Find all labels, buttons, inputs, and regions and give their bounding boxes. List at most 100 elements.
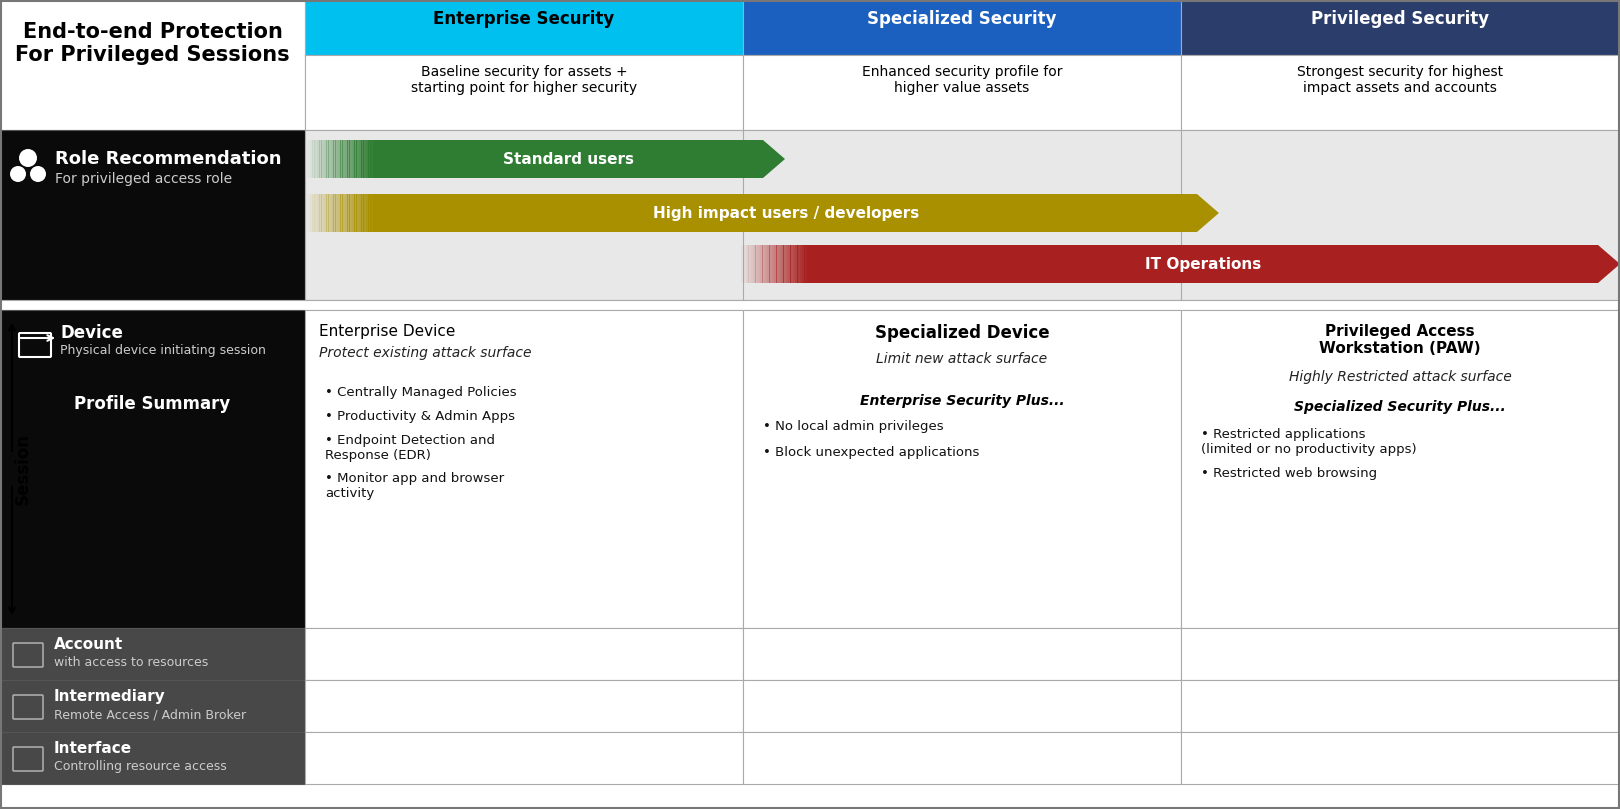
Bar (361, 194, 364, 232)
Bar (361, 140, 364, 178)
Polygon shape (1197, 194, 1218, 232)
Bar (791, 245, 794, 283)
Bar (324, 194, 327, 232)
Bar (334, 194, 335, 232)
Bar (774, 245, 776, 283)
Bar (324, 140, 327, 178)
Bar (329, 140, 330, 178)
Text: with access to resources: with access to resources (53, 656, 209, 669)
Bar (374, 194, 1197, 232)
Bar (770, 245, 773, 283)
Bar (742, 245, 744, 283)
Text: Session: Session (15, 433, 32, 505)
Bar (0, 680, 305, 732)
Bar (0, 300, 1620, 310)
Bar (744, 55, 1181, 130)
Text: • Monitor app and browser
activity: • Monitor app and browser activity (326, 472, 504, 500)
Bar (368, 140, 371, 178)
Bar (356, 194, 360, 232)
Bar (787, 245, 791, 283)
Bar (371, 140, 373, 178)
Text: Specialized Security: Specialized Security (867, 10, 1056, 28)
Bar (1181, 0, 1618, 55)
Polygon shape (1597, 245, 1620, 283)
Bar (366, 194, 368, 232)
Bar (355, 194, 356, 232)
Bar (347, 194, 350, 232)
Text: Intermediary: Intermediary (53, 689, 165, 704)
Bar (319, 194, 322, 232)
Bar (750, 245, 753, 283)
Bar (763, 245, 765, 283)
Text: Device: Device (60, 324, 123, 342)
Bar (748, 245, 752, 283)
Bar (314, 194, 318, 232)
Text: Specialized Security Plus...: Specialized Security Plus... (1294, 400, 1507, 414)
Bar (314, 140, 318, 178)
Bar (766, 245, 770, 283)
Bar (807, 245, 810, 283)
Bar (356, 140, 360, 178)
Bar (305, 732, 744, 784)
Bar (373, 194, 376, 232)
Bar (779, 245, 781, 283)
Text: Account: Account (53, 637, 123, 652)
Text: Remote Access / Admin Broker: Remote Access / Admin Broker (53, 708, 246, 721)
Bar (305, 130, 1620, 300)
Bar (745, 245, 748, 283)
Bar (358, 194, 361, 232)
Bar (313, 194, 314, 232)
Bar (326, 194, 329, 232)
Text: Highly Restricted attack surface: Highly Restricted attack surface (1288, 370, 1511, 384)
Bar (345, 194, 348, 232)
Text: Privileged Security: Privileged Security (1311, 10, 1489, 28)
Text: • Restricted web browsing: • Restricted web browsing (1200, 467, 1377, 480)
Bar (755, 245, 758, 283)
Bar (352, 140, 355, 178)
Bar (319, 140, 322, 178)
Bar (352, 194, 355, 232)
Bar (358, 140, 361, 178)
Bar (371, 194, 373, 232)
Text: Controlling resource access: Controlling resource access (53, 760, 227, 773)
Bar (334, 140, 335, 178)
Bar (373, 140, 376, 178)
Text: Interface: Interface (53, 741, 133, 756)
Bar (305, 310, 744, 628)
Text: Enterprise Security Plus...: Enterprise Security Plus... (860, 394, 1064, 408)
Bar (808, 245, 1597, 283)
Text: • Productivity & Admin Apps: • Productivity & Admin Apps (326, 410, 515, 423)
Bar (308, 140, 309, 178)
Bar (305, 628, 744, 680)
Bar (0, 130, 305, 300)
Bar (744, 310, 1181, 628)
Text: End-to-end Protection
For Privileged Sessions: End-to-end Protection For Privileged Ses… (15, 22, 290, 66)
Bar (345, 140, 348, 178)
Bar (305, 680, 744, 732)
Bar (0, 732, 305, 784)
Bar (1181, 680, 1618, 732)
Bar (760, 245, 763, 283)
Bar (366, 140, 368, 178)
Bar (1181, 310, 1618, 628)
Text: • Endpoint Detection and
Response (EDR): • Endpoint Detection and Response (EDR) (326, 434, 496, 462)
Circle shape (19, 149, 37, 167)
Bar (305, 0, 744, 55)
Bar (337, 194, 340, 232)
Text: Role Recommendation: Role Recommendation (55, 150, 282, 168)
Bar (739, 245, 742, 283)
Bar (330, 194, 334, 232)
Text: High impact users / developers: High impact users / developers (653, 205, 919, 221)
Bar (340, 140, 343, 178)
Bar (781, 245, 784, 283)
Text: • No local admin privileges: • No local admin privileges (763, 420, 943, 433)
Bar (1181, 732, 1618, 784)
Bar (326, 140, 329, 178)
Bar (771, 245, 774, 283)
Text: • Restricted applications
(limited or no productivity apps): • Restricted applications (limited or no… (1200, 428, 1416, 456)
Bar (329, 194, 330, 232)
Bar (347, 140, 350, 178)
Bar (1181, 55, 1618, 130)
Bar (744, 628, 1181, 680)
Bar (316, 194, 319, 232)
